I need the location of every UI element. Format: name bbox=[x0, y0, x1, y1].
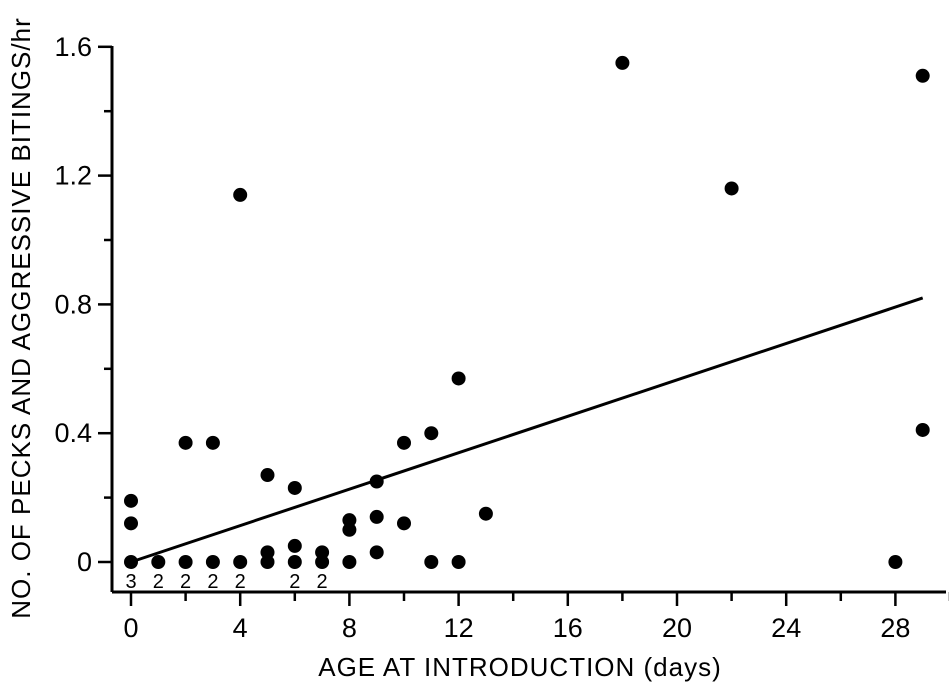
data-point bbox=[342, 522, 357, 537]
x-tick-label: 16 bbox=[553, 613, 583, 643]
data-point bbox=[397, 435, 411, 450]
point-count-label: 2 bbox=[180, 571, 191, 593]
point-count-label: 2 bbox=[207, 571, 218, 593]
data-point bbox=[915, 422, 930, 437]
x-tick-label: 4 bbox=[233, 613, 248, 643]
y-tick-label: 0.4 bbox=[54, 418, 92, 448]
data-point bbox=[260, 468, 275, 483]
data-point bbox=[124, 493, 138, 508]
data-point bbox=[615, 55, 630, 70]
data-point bbox=[342, 513, 357, 528]
data-point bbox=[205, 435, 220, 450]
data-point bbox=[151, 555, 166, 569]
data-point bbox=[915, 68, 930, 83]
y-axis-label: NO. OF PECKS AND AGGRESSIVE BITINGS/hr bbox=[6, 17, 36, 618]
data-point bbox=[205, 555, 220, 569]
x-tick-label: 20 bbox=[662, 613, 692, 643]
data-point bbox=[233, 555, 248, 569]
data-point bbox=[451, 371, 466, 386]
trend-line-layer bbox=[130, 296, 924, 564]
x-tick-label: 8 bbox=[342, 613, 357, 643]
data-point bbox=[369, 509, 384, 524]
data-point bbox=[315, 545, 330, 560]
data-point bbox=[397, 516, 411, 531]
point-count-label: 2 bbox=[317, 571, 328, 593]
y-tick-label: 1.2 bbox=[54, 161, 92, 191]
data-point bbox=[478, 506, 493, 521]
point-count-label: 2 bbox=[289, 571, 300, 593]
regression-line bbox=[130, 296, 924, 564]
data-point bbox=[369, 474, 384, 489]
data-point bbox=[724, 181, 739, 196]
x-tick-label: 12 bbox=[444, 613, 474, 643]
data-point bbox=[888, 555, 903, 569]
data-point bbox=[178, 555, 193, 569]
point-count-label: 2 bbox=[153, 571, 164, 593]
data-point bbox=[287, 480, 302, 495]
data-point bbox=[342, 555, 357, 569]
x-tick-label: 28 bbox=[880, 613, 910, 643]
y-tick-label: 1.6 bbox=[54, 32, 92, 62]
data-point bbox=[424, 426, 439, 441]
data-point bbox=[260, 545, 275, 560]
data-point bbox=[424, 555, 439, 569]
data-point bbox=[178, 435, 193, 450]
data-points bbox=[124, 55, 930, 569]
y-tick-label: 0 bbox=[77, 547, 92, 577]
data-point bbox=[233, 187, 248, 202]
data-point bbox=[287, 555, 302, 569]
data-point bbox=[124, 555, 138, 569]
data-point bbox=[287, 538, 302, 553]
x-axis-label: AGE AT INTRODUCTION (days) bbox=[318, 652, 722, 682]
y-tick-label: 0.8 bbox=[54, 289, 92, 319]
data-point bbox=[260, 555, 275, 569]
data-point bbox=[124, 516, 138, 531]
data-point bbox=[369, 545, 384, 560]
point-count-label: 3 bbox=[125, 571, 136, 593]
x-tick-label: 24 bbox=[771, 613, 801, 643]
point-count-label: 2 bbox=[235, 571, 246, 593]
axes: 0 4 8 12 16 20 24 28 0 0.4 0.8 1.2 1.6 bbox=[54, 32, 949, 643]
data-point bbox=[315, 555, 330, 569]
data-point bbox=[451, 555, 466, 569]
x-tick-label: 0 bbox=[123, 613, 138, 643]
